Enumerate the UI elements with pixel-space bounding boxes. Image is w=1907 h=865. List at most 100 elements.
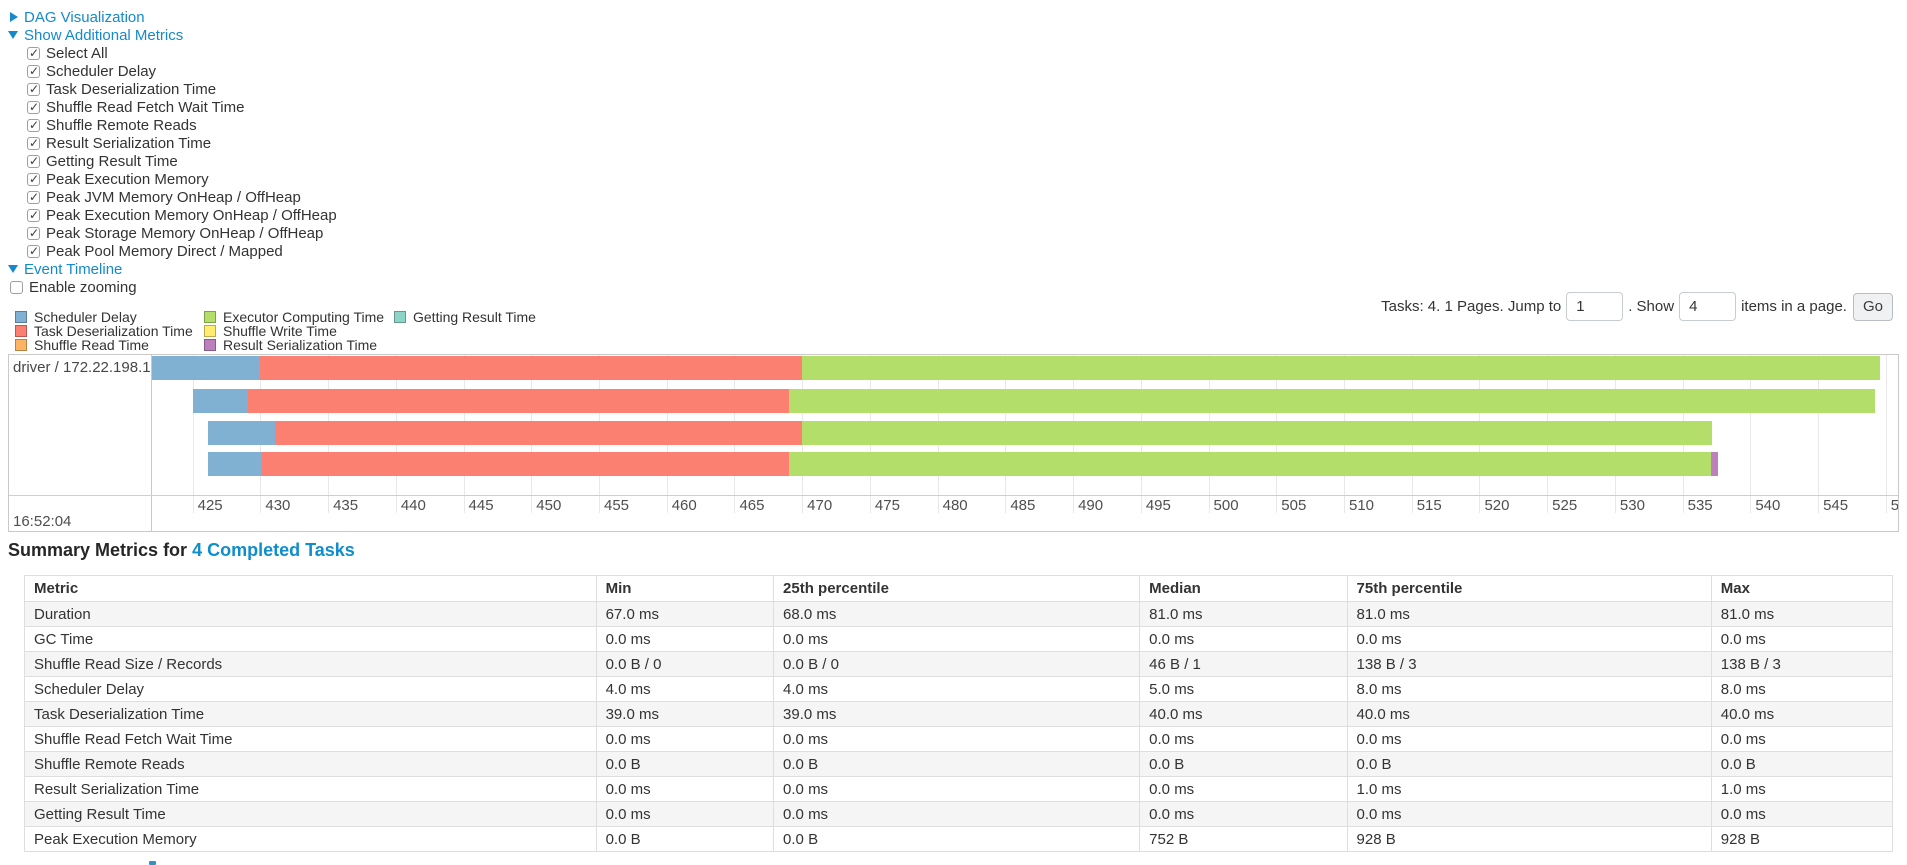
summary-metrics-table: Metric Min 25th percentile Median 75th perce… — [24, 575, 1894, 852]
task-1-segment-task-deserialization-time[interactable] — [260, 356, 803, 380]
items-per-page-input[interactable] — [1679, 292, 1737, 321]
checkbox-checked-icon[interactable] — [27, 190, 40, 204]
metric-name-cell: Peak Execution Memory — [24, 826, 597, 852]
metric-checkbox-row-task-deserialization-time[interactable]: Task Deserialization Time — [8, 80, 337, 98]
task-1-segment-executor-computing-time[interactable] — [802, 356, 1881, 380]
task-3-segment-task-deserialization-time[interactable] — [275, 421, 803, 445]
enable-zooming-checkbox[interactable] — [10, 280, 23, 294]
show-additional-metrics-toggle[interactable]: Show Additional Metrics — [8, 26, 337, 44]
metric-name-cell: Shuffle Read Fetch Wait Time — [24, 726, 597, 752]
metric-checkbox-row-peak-execution-memory[interactable]: Peak Execution Memory — [8, 170, 337, 188]
metric-checkbox-row-select-all[interactable]: Select All — [8, 44, 337, 62]
task-2-segment-task-deserialization-time[interactable] — [248, 389, 789, 413]
metric-value-cell: 81.0 ms — [1139, 601, 1348, 627]
metric-checkbox-row-scheduler-delay[interactable]: Scheduler Delay — [8, 62, 337, 80]
metric-checkbox-label: Shuffle Read Fetch Wait Time — [46, 98, 245, 116]
checkbox-checked-icon[interactable] — [27, 118, 40, 132]
timeline-gridline — [1885, 355, 1887, 495]
metric-checkbox-row-peak-pool-memory-direct-mapped[interactable]: Peak Pool Memory Direct / Mapped — [8, 242, 337, 260]
metric-value-cell: 5.0 ms — [1139, 676, 1348, 702]
stage-detail-panel: DAG Visualization Show Additional Metric… — [8, 8, 337, 296]
checkbox-checked-icon[interactable] — [27, 136, 40, 150]
pagination-items-text: items in a page. — [1741, 298, 1847, 315]
task-2-segment-executor-computing-time[interactable] — [788, 389, 1875, 413]
legend-label: Executor Computing Time — [223, 309, 385, 325]
timeline-axis-ticks: 425 430 435 440 445 450 455 460 465 470 475 480 485 4… — [152, 496, 1898, 531]
metric-value-cell: 0.0 B — [773, 751, 1141, 777]
metric-checkbox-row-shuffle-remote-reads[interactable]: Shuffle Remote Reads — [8, 116, 337, 134]
checkbox-checked-icon[interactable] — [27, 64, 40, 78]
checkbox-checked-icon[interactable] — [27, 208, 40, 222]
metric-checkbox-row-peak-storage-memory-onheap-offheap[interactable]: Peak Storage Memory OnHeap / OffHeap — [8, 224, 337, 242]
metric-value-cell: 0.0 ms — [1710, 626, 1894, 652]
metric-checkbox-label: Peak Pool Memory Direct / Mapped — [46, 242, 283, 260]
axis-tick-mark — [1547, 496, 1549, 513]
axis-tick-mark — [260, 496, 262, 513]
task-1-segment-scheduler-delay[interactable] — [152, 356, 261, 380]
checkbox-checked-icon[interactable] — [27, 226, 40, 240]
legend-column: Scheduler Delay Task Deserialization Time… — [15, 309, 204, 353]
metric-value-cell: 0.0 ms — [1139, 801, 1348, 827]
metric-value-cell: 0.0 ms — [595, 776, 775, 802]
axis-tick-label: 515 — [1416, 497, 1442, 514]
metric-value-cell: 1.0 ms — [1346, 776, 1712, 802]
event-timeline-toggle[interactable]: Event Timeline — [8, 260, 337, 278]
metric-value-cell: 0.0 ms — [595, 726, 775, 752]
metric-value-cell: 0.0 B — [595, 751, 775, 777]
legend-label: Result Serialization Time — [223, 337, 378, 353]
metric-value-cell: 40.0 ms — [1139, 701, 1348, 727]
task-3-segment-executor-computing-time[interactable] — [802, 421, 1713, 445]
checkbox-checked-icon[interactable] — [27, 82, 40, 96]
summary-metrics-title: Summary Metrics for 4 Completed Tasks — [8, 540, 355, 561]
metric-name-cell: Getting Result Time — [24, 801, 597, 827]
task-2-segment-scheduler-delay[interactable] — [192, 389, 249, 413]
metric-checkbox-label: Getting Result Time — [46, 152, 178, 170]
metric-name-cell: Duration — [24, 601, 597, 627]
go-button[interactable]: Go — [1852, 292, 1893, 321]
task-4-segment-scheduler-delay[interactable] — [207, 452, 262, 476]
jump-to-page-input[interactable] — [1566, 292, 1624, 321]
metric-name-cell: Task Deserialization Time — [24, 701, 597, 727]
axis-tick-label: 480 — [942, 497, 968, 514]
metric-value-cell: 0.0 ms — [1139, 726, 1348, 752]
metric-value-cell: 928 B — [1346, 826, 1712, 852]
task-4-segment-result-serialization-time[interactable] — [1711, 452, 1718, 476]
task-4-segment-task-deserialization-time[interactable] — [261, 452, 789, 476]
axis-tick-label: 435 — [333, 497, 359, 514]
enable-zooming-checkbox-row[interactable]: Enable zooming — [8, 278, 337, 296]
checkbox-checked-icon[interactable] — [27, 172, 40, 186]
checkbox-checked-icon[interactable] — [27, 46, 40, 60]
metric-checkbox-row-result-serialization-time[interactable]: Result Serialization Time — [8, 134, 337, 152]
axis-tick-label: 450 — [536, 497, 562, 514]
dag-visualization-toggle[interactable]: DAG Visualization — [8, 8, 337, 26]
column-header-25th-percentile: 25th percentile — [773, 575, 1141, 602]
task-3-segment-scheduler-delay[interactable] — [207, 421, 276, 445]
metric-checkbox-row-shuffle-read-fetch-wait-time[interactable]: Shuffle Read Fetch Wait Time — [8, 98, 337, 116]
metric-checkbox-row-peak-execution-memory-onheap-offheap[interactable]: Peak Execution Memory OnHeap / OffHeap — [8, 206, 337, 224]
axis-tick-label: 500 — [1213, 497, 1239, 514]
metric-value-cell: 0.0 B — [595, 826, 775, 852]
axis-tick-label: 490 — [1078, 497, 1104, 514]
legend-item-scheduler-delay: Scheduler Delay — [15, 309, 204, 325]
axis-tick-label: 495 — [1145, 497, 1171, 514]
axis-tick-mark — [1276, 496, 1278, 513]
metric-checkbox-row-peak-jvm-memory-onheap-offheap[interactable]: Peak JVM Memory OnHeap / OffHeap — [8, 188, 337, 206]
checkbox-checked-icon[interactable] — [27, 154, 40, 168]
checkbox-checked-icon[interactable] — [27, 100, 40, 114]
metric-value-cell: 0.0 B — [1710, 751, 1894, 777]
axis-tick-mark — [328, 496, 330, 513]
axis-tick-mark — [1140, 496, 1142, 513]
metric-checkbox-row-getting-result-time[interactable]: Getting Result Time — [8, 152, 337, 170]
checkbox-checked-icon[interactable] — [27, 244, 40, 258]
legend-item-executor-computing-time: Executor Computing Time — [204, 309, 394, 325]
task-4-segment-executor-computing-time[interactable] — [788, 452, 1712, 476]
metric-checkbox-label: Result Serialization Time — [46, 134, 212, 152]
completed-tasks-link[interactable]: 4 Completed Tasks — [192, 540, 355, 560]
metric-value-cell: 4.0 ms — [595, 676, 775, 702]
axis-tick-label: 430 — [265, 497, 291, 514]
metric-value-cell: 81.0 ms — [1710, 601, 1894, 627]
metric-checkbox-label: Task Deserialization Time — [46, 80, 217, 98]
timeline-plot-area — [152, 355, 1898, 495]
axis-tick-label: 545 — [1823, 497, 1849, 514]
axis-tick-mark — [395, 496, 397, 513]
